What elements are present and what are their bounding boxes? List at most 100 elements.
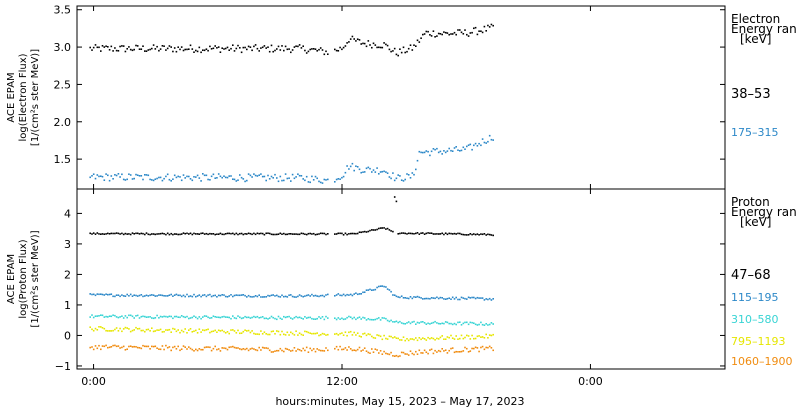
data-point (483, 233, 486, 235)
data-point (202, 232, 204, 234)
data-point (268, 317, 271, 319)
data-point (413, 353, 415, 356)
data-point (161, 345, 164, 347)
data-point (135, 173, 137, 176)
data-point (267, 347, 269, 350)
data-point (100, 326, 102, 328)
data-point (409, 232, 412, 235)
data-point (459, 351, 461, 353)
data-point (327, 333, 329, 336)
data-point (290, 294, 292, 296)
data-point (114, 174, 116, 176)
y-axis-label: ACE EPAM (6, 254, 17, 304)
data-point (172, 295, 174, 297)
data-point (355, 292, 357, 294)
data-point (385, 43, 387, 46)
data-point (256, 333, 259, 335)
data-point (376, 349, 378, 351)
data-point (390, 290, 392, 293)
data-point (430, 150, 433, 153)
data-point (362, 291, 364, 294)
data-point (124, 179, 127, 181)
data-point (429, 154, 431, 157)
data-point (277, 330, 280, 333)
data-point (179, 316, 181, 319)
data-point (112, 50, 114, 52)
data-point (103, 233, 106, 235)
data-point (246, 48, 248, 51)
data-point (376, 317, 378, 320)
data-point (483, 25, 486, 28)
data-point (464, 297, 466, 300)
data-point (96, 315, 99, 317)
data-point (441, 232, 443, 235)
data-point (316, 348, 318, 350)
data-point (254, 233, 257, 236)
data-point (409, 177, 412, 179)
data-point (353, 316, 355, 319)
data-point (217, 329, 220, 332)
data-point (237, 294, 239, 297)
data-point (205, 48, 208, 50)
data-point (170, 293, 172, 296)
data-point (258, 50, 260, 52)
data-point (240, 51, 243, 54)
data-point (196, 50, 199, 53)
data-point (96, 174, 99, 176)
data-point (459, 232, 461, 235)
data-point (265, 317, 267, 320)
data-point (175, 293, 178, 296)
series-795–1193 (89, 326, 494, 342)
data-point (413, 233, 415, 235)
data-point (156, 45, 158, 48)
data-point (108, 315, 111, 317)
data-point (392, 355, 394, 357)
data-point (487, 346, 489, 349)
data-point (92, 293, 95, 296)
data-point (277, 315, 280, 318)
data-point (488, 134, 491, 137)
data-point (434, 148, 436, 151)
data-point (188, 329, 190, 331)
data-point (100, 233, 102, 235)
data-point (293, 334, 296, 336)
legend-entry: 310–580 (731, 313, 779, 326)
data-point (154, 48, 157, 50)
data-point (147, 316, 150, 318)
data-point (415, 350, 417, 353)
data-point (149, 294, 151, 297)
data-point (100, 50, 102, 52)
data-point (481, 336, 484, 338)
data-point (466, 321, 468, 324)
data-point (422, 151, 424, 154)
data-point (261, 333, 264, 335)
data-point (319, 294, 322, 297)
data-point (344, 318, 347, 320)
data-point (425, 232, 428, 235)
data-point (316, 233, 318, 236)
data-point (334, 181, 336, 183)
data-point (202, 49, 204, 51)
data-point (434, 339, 436, 341)
data-point (168, 328, 171, 331)
data-point (173, 345, 176, 348)
data-point (469, 143, 472, 146)
data-point (492, 24, 494, 27)
data-point (453, 322, 456, 325)
data-point (487, 324, 489, 326)
data-point (136, 328, 139, 330)
y-tick-label: 0 (64, 329, 71, 342)
data-point (268, 333, 271, 336)
data-point (166, 173, 169, 176)
data-point (476, 145, 479, 147)
data-point (312, 48, 315, 50)
data-point (300, 333, 303, 336)
data-point (200, 232, 202, 235)
data-point (101, 175, 104, 178)
data-point (441, 335, 443, 337)
data-point (411, 172, 414, 174)
data-point (212, 47, 215, 50)
data-point (388, 289, 391, 291)
data-point (321, 294, 324, 297)
data-point (418, 296, 421, 299)
